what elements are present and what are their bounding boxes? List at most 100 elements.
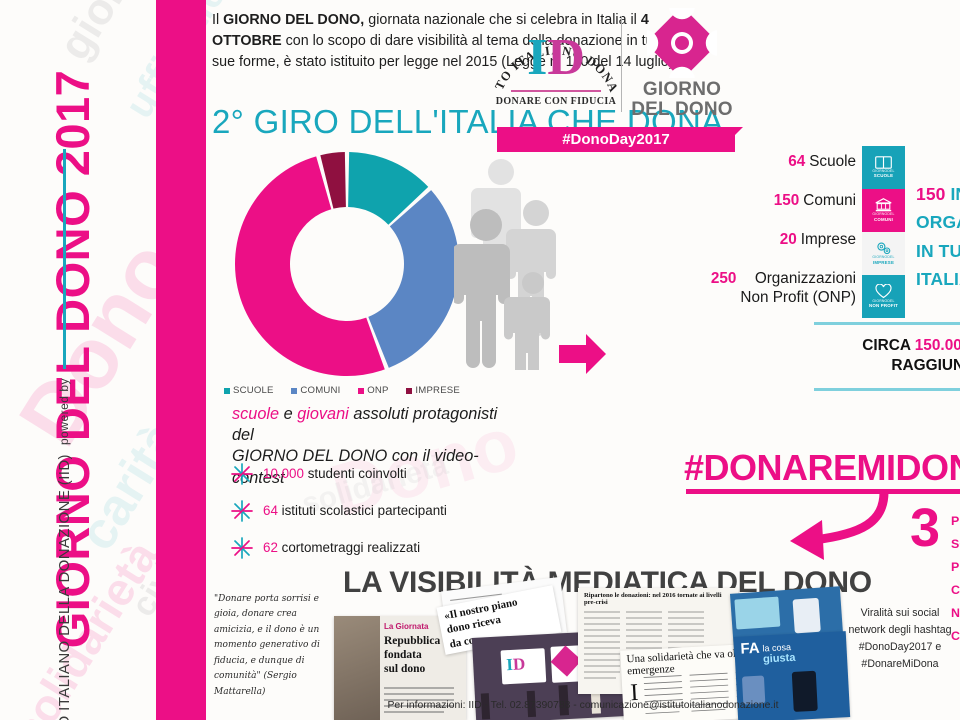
bullet-text: 62 cortometraggi realizzati	[263, 540, 421, 555]
sidebar-powered-by: powered by	[57, 378, 71, 446]
legend-item-onp: ONP	[358, 385, 388, 396]
diamond-flower-icon	[647, 7, 717, 78]
legend-item-scuole: SCUOLE	[224, 385, 274, 396]
legend-swatch	[406, 387, 413, 394]
badge-imprese: GIORNODEL IMPRESE	[862, 232, 905, 275]
giorno-del-dono-logo: GIORNO DEL DONO	[628, 7, 736, 119]
stat-label: Imprese	[800, 231, 856, 248]
bullet-number: 10.000	[263, 466, 304, 481]
pink-arrow-icon	[559, 334, 606, 374]
iid-logo: ISTITUTO ITALIANO DONAZIONE ID DONARE CO…	[493, 6, 619, 121]
stat-number: 64	[788, 153, 806, 170]
stats-list: 64 Scuole 150 Comuni 20 Imprese 250 Organizz…	[551, 152, 856, 314]
stat-number: 250	[710, 270, 737, 287]
magenta-strip	[156, 0, 206, 720]
badge-non-profit: GIORNODEL NON PROFIT	[862, 275, 905, 318]
legend-swatch	[291, 387, 298, 394]
contest-three-number: 3	[910, 498, 941, 558]
participants-donut-chart	[235, 152, 459, 376]
iniziative-number: 150	[916, 184, 946, 204]
bullet-list: 10.000 studenti coinvolti 64 istituti sc…	[230, 455, 530, 566]
stat-number: 20	[779, 231, 797, 248]
circa-block: CIRCA 150.000 CITTADINI ITALIANI RAGGIUN…	[814, 322, 960, 391]
circa-text: CIRCA 150.000 CITTADINI ITALIANI RAGGIUN…	[814, 325, 960, 388]
logo-divider	[621, 15, 622, 112]
tv-person	[792, 597, 821, 634]
news-clippings-collage: La Giornata Repubblica fondata sul dono «I…	[334, 576, 854, 720]
circa-line2: RAGGIUNTI ATTIVAMENTE	[891, 357, 960, 375]
sidebar-organization: ISTITUTO ITALIANO DELLA DONAZIONE (IID)	[55, 454, 73, 720]
word-giovani: giovani	[297, 405, 349, 423]
gears-icon	[877, 242, 891, 255]
tv-title-fa: FA	[740, 639, 761, 658]
legend-label: ONP	[367, 385, 389, 396]
stat-label: Comuni	[803, 192, 856, 209]
clipping-headline: Ripartono le donazioni: nel 2016 tornate…	[584, 592, 722, 606]
iid-letter-d: D	[547, 29, 585, 86]
tv-lower-third	[734, 596, 781, 630]
stat-number: 150	[773, 192, 800, 209]
viral-social-text: Viralità sui social network degli hashta…	[848, 607, 952, 671]
people-silhouettes-icon	[454, 159, 556, 370]
iniziative-line1: 150 INIZIATIVE	[916, 184, 960, 204]
donut-slice-comuni	[368, 190, 459, 368]
bullet-number: 64	[263, 503, 278, 518]
legend-item-imprese: IMPRESE	[406, 385, 460, 396]
circa-top-rule	[814, 322, 960, 325]
heart-icon	[875, 283, 892, 299]
star-burst-icon	[231, 536, 253, 559]
chart-legend: SCUOLE COMUNI ONP IMPRESE	[224, 385, 460, 396]
stat-label: Scuole	[809, 153, 856, 170]
iniziative-line2: ORGANIZZATE	[916, 212, 960, 233]
bullet-text: 10.000 studenti coinvolti	[263, 466, 407, 481]
book-icon	[875, 156, 892, 169]
gdd-line1: GIORNO	[642, 78, 722, 100]
iid-tagline: DONARE CON FIDUCIA	[495, 96, 617, 107]
hashtag-underline	[686, 489, 960, 494]
bullet-text: 64 istituti scolastici partecipanti	[263, 503, 447, 518]
clipping-headline: Repubblica fondata sul dono	[384, 635, 441, 676]
tv-title-giusta: giusta	[762, 651, 796, 666]
iid-letter-i: I	[527, 29, 548, 86]
circa-bottom-rule	[814, 387, 960, 391]
hashtag-donaremidona: #DONAREMIDONA	[684, 447, 960, 488]
donut-slice-onp	[235, 156, 385, 376]
stat-row: 250 Organizzazioni Non Profit (ONP)	[551, 269, 856, 314]
sidebar-divider	[62, 149, 66, 369]
legend-label: SCUOLE	[233, 385, 274, 396]
stat-label: Organizzazioni Non Profit (ONP)	[740, 270, 856, 307]
gdd-line2: DEL DONO	[631, 98, 733, 120]
star-burst-icon	[231, 499, 253, 522]
badge-caption: GIORNODEL SCUOLE	[872, 168, 895, 179]
sidebar-credit: ISTITUTO ITALIANO DELLA DONAZIONE (IID) …	[50, 149, 78, 720]
category-badges: GIORNODEL SCUOLE GIORNODEL COMUNI	[862, 146, 905, 318]
footer-contact-info: Per informazioni: IID - Tel. 02.87390788…	[387, 700, 779, 711]
donut-slice-scuole	[348, 152, 429, 225]
clipping-body-lines-icon	[384, 687, 454, 713]
clipping-photo	[334, 616, 380, 720]
quote-sergio-mattarella: "Donare porta sorrisi e gioia, donare cr…	[214, 594, 320, 697]
badge-scuole: GIORNODEL SCUOLE	[862, 146, 905, 189]
list-item: 64 istituti scolastici partecipanti	[230, 492, 530, 529]
circa-number: 150.000	[914, 337, 960, 354]
legend-label: COMUNI	[300, 385, 341, 396]
stat-row: 150 Comuni	[551, 191, 856, 230]
badge-comuni: GIORNODEL COMUNI	[862, 189, 905, 232]
scuole-giovani-line2: GIORNO DEL DONO con il video-contest	[232, 447, 479, 487]
logo-block: ISTITUTO ITALIANO DONAZIONE ID DONARE CO…	[493, 5, 743, 155]
intro-bold-date: 4 OTTOBRE	[212, 12, 649, 50]
scuole-giovani-text: scuole e giovani assoluti protagonisti d…	[232, 404, 522, 489]
contest-three-text: PREMI ALLE SCUOLE PRIME CLASSIFICATE NEL…	[951, 510, 960, 648]
content-area: Il GIORNO DEL DONO, giornata nazionale c…	[206, 0, 960, 720]
gdd-brand-text: GIORNO DEL DONO	[628, 80, 736, 119]
sidebar-title-panel: GIORNO DEL DONO 2017 ISTITUTO ITALIANO D…	[0, 0, 156, 720]
badge-caption: GIORNODEL COMUNI	[872, 212, 895, 222]
donut-slice-imprese	[320, 152, 346, 209]
legend-item-comuni: COMUNI	[291, 385, 340, 396]
iniziative-line3: IN TUTTA ITALIA	[916, 240, 960, 290]
curved-arrow-icon	[790, 491, 889, 560]
clipping-kicker: La Giornata	[384, 622, 429, 631]
intro-bold-giorno: GIORNO DEL DONO,	[223, 12, 365, 28]
intro-paragraph: Il GIORNO DEL DONO, giornata nazionale c…	[212, 12, 685, 71]
legend-swatch	[358, 387, 365, 394]
